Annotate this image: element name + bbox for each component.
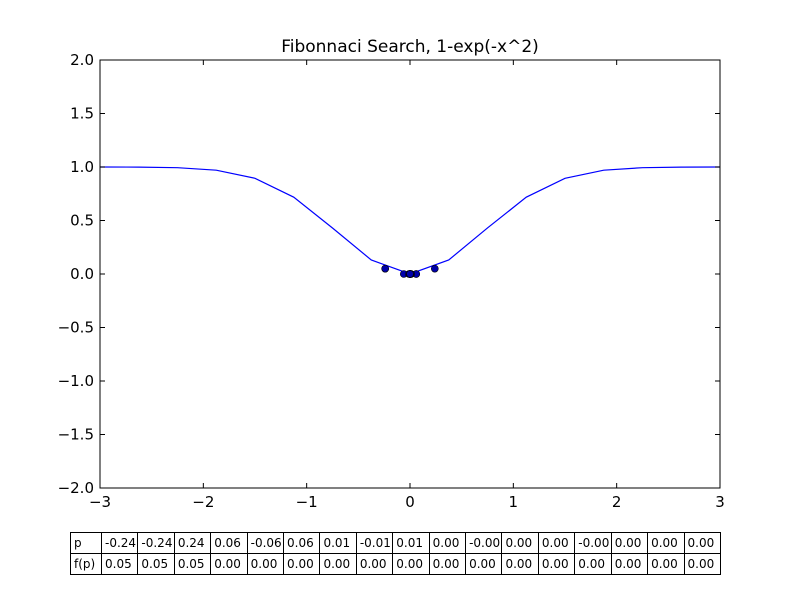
table-cell: 0.05	[173, 553, 212, 575]
y-tick-label: −1.0	[58, 372, 94, 390]
table-cell: 0.01	[319, 532, 357, 554]
scatter-point	[381, 264, 390, 273]
table-cell: 0.00	[683, 532, 721, 554]
table-cell: -0.00	[574, 532, 612, 554]
table-cell: 0.00	[210, 553, 248, 575]
x-tick-label: 3	[715, 493, 725, 511]
chart-title: Fibonnaci Search, 1-exp(-x^2)	[281, 37, 539, 57]
y-tick-label: 0.5	[70, 212, 94, 230]
table-cell: 0.05	[100, 553, 139, 575]
table-cell: 0.00	[428, 553, 467, 575]
plot-area: −3 −2 −1 0 1 2 3 2.0 1.5 1.0 0.5 0.0 −0.5 −1.0 −1.5 −2.…	[58, 51, 725, 511]
table-cell: -0.24	[100, 532, 139, 554]
table-row-label: f(p)	[70, 553, 102, 575]
table-cell: 0.00	[537, 553, 576, 575]
table-row-label: p	[70, 532, 102, 554]
x-tick-label: −3	[89, 493, 111, 511]
table-row: p -0.24 -0.24 0.24 0.06 -0.06 0.06 0.01 -0.01 0.0…	[70, 532, 721, 554]
y-tick-label: 2.0	[70, 51, 94, 69]
table-row: f(p) 0.05 0.05 0.05 0.00 0.00 0.00 0.00 0.00 0.00…	[70, 553, 721, 575]
table-cell: 0.00	[246, 553, 285, 575]
table-cell: 0.00	[501, 532, 539, 554]
table-cell: 0.00	[319, 553, 357, 575]
y-tick-label: −0.5	[58, 319, 94, 337]
table-cell: 0.00	[428, 532, 467, 554]
table-cell: 0.01	[392, 532, 430, 554]
y-tick-label: −2.0	[58, 479, 94, 497]
x-tick-label: 2	[612, 493, 622, 511]
table-cell: 0.00	[647, 532, 685, 554]
y-tick-label: 0.0	[70, 265, 94, 283]
x-tick-label: −1	[296, 493, 318, 511]
table-cell: -0.06	[246, 532, 285, 554]
table-cell: 0.00	[610, 553, 649, 575]
table-cell: 0.00	[355, 553, 394, 575]
table-cell: 0.00	[574, 553, 612, 575]
table-cell: 0.00	[683, 553, 721, 575]
data-table: p -0.24 -0.24 0.24 0.06 -0.06 0.06 0.01 -0.01 0.0…	[70, 532, 721, 575]
x-tick-label: 0	[405, 493, 415, 511]
scatter-point	[406, 270, 414, 278]
table-cell: 0.00	[610, 532, 649, 554]
y-tick-label: 1.0	[70, 158, 94, 176]
table-cell: 0.00	[465, 553, 503, 575]
y-tick-label: −1.5	[58, 426, 94, 444]
table-cell: 0.06	[283, 532, 321, 554]
series-line	[99, 166, 721, 275]
table-cell: 0.00	[283, 553, 321, 575]
table-cell: 0.24	[173, 532, 212, 554]
table-cell: 0.00	[392, 553, 430, 575]
table-cell: 0.00	[501, 553, 539, 575]
table-cell: 0.05	[137, 553, 175, 575]
table-cell: 0.00	[537, 532, 576, 554]
table-cell: 0.00	[647, 553, 685, 575]
table-cell: 0.06	[210, 532, 248, 554]
y-tick-label: 1.5	[70, 105, 94, 123]
scatter-point	[430, 264, 439, 273]
x-tick-label: −2	[192, 493, 214, 511]
table-cell: -0.24	[137, 532, 175, 554]
x-tick-label: 1	[509, 493, 519, 511]
table-cell: -0.00	[465, 532, 503, 554]
table-cell: -0.01	[355, 532, 394, 554]
